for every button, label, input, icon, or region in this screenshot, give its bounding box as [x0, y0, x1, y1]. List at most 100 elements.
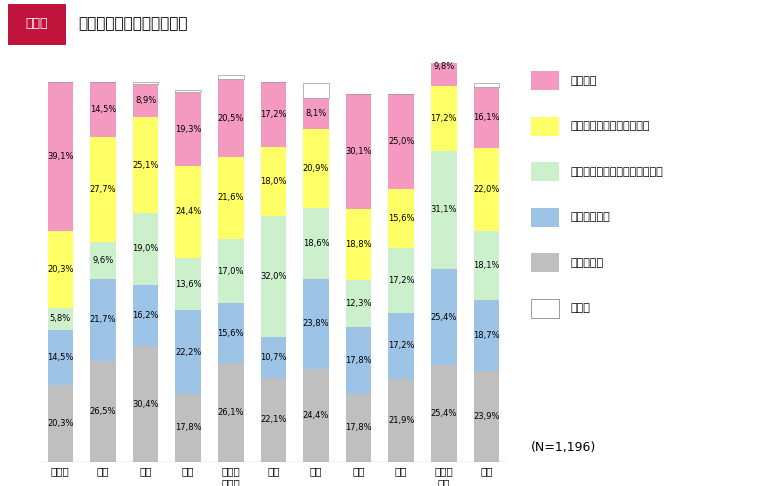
- Bar: [133, 118, 159, 213]
- FancyBboxPatch shape: [8, 4, 66, 45]
- Bar: [133, 213, 159, 285]
- Bar: [303, 208, 329, 279]
- Text: 23,9%: 23,9%: [473, 412, 500, 421]
- Text: 17,2%: 17,2%: [430, 114, 457, 122]
- Text: 39,1%: 39,1%: [47, 152, 73, 161]
- Bar: [431, 45, 457, 49]
- Bar: [346, 394, 371, 462]
- Bar: [218, 239, 244, 303]
- Text: 21,6%: 21,6%: [217, 193, 244, 202]
- Bar: [431, 365, 457, 462]
- Text: そう思わない: そう思わない: [571, 212, 611, 222]
- Bar: [303, 129, 329, 208]
- FancyBboxPatch shape: [531, 117, 559, 136]
- Bar: [218, 157, 244, 239]
- Bar: [133, 347, 159, 462]
- Text: 27,7%: 27,7%: [90, 185, 116, 194]
- Text: 22,0%: 22,0%: [473, 185, 500, 194]
- Bar: [176, 90, 201, 92]
- FancyBboxPatch shape: [531, 298, 559, 318]
- Text: 18,1%: 18,1%: [473, 261, 500, 270]
- Bar: [176, 92, 201, 166]
- Text: 25,4%: 25,4%: [430, 409, 457, 418]
- Text: 22,2%: 22,2%: [175, 347, 201, 357]
- Bar: [388, 313, 414, 379]
- Text: 18,6%: 18,6%: [303, 239, 330, 248]
- Text: 14,5%: 14,5%: [47, 353, 73, 362]
- Text: 24,4%: 24,4%: [303, 411, 329, 420]
- Text: 17,2%: 17,2%: [260, 110, 287, 119]
- Bar: [218, 75, 244, 79]
- FancyBboxPatch shape: [531, 208, 559, 227]
- Bar: [176, 258, 201, 310]
- Bar: [346, 208, 371, 280]
- Bar: [218, 79, 244, 157]
- Bar: [388, 189, 414, 248]
- Bar: [431, 269, 457, 365]
- Text: どちらかといえばそう思う: どちらかといえばそう思う: [571, 121, 651, 131]
- Bar: [346, 94, 371, 208]
- Text: 15,6%: 15,6%: [217, 329, 244, 338]
- Text: そう思う: そう思う: [571, 76, 597, 86]
- Text: 20,3%: 20,3%: [47, 264, 73, 274]
- Text: 26,1%: 26,1%: [217, 408, 244, 417]
- Bar: [176, 310, 201, 394]
- Text: 22,1%: 22,1%: [260, 415, 287, 424]
- Bar: [303, 369, 329, 462]
- Bar: [218, 363, 244, 462]
- Text: 21,9%: 21,9%: [388, 416, 415, 425]
- Text: 25,4%: 25,4%: [430, 312, 457, 322]
- Text: 14,5%: 14,5%: [90, 105, 116, 114]
- Bar: [346, 280, 371, 327]
- Text: 21,7%: 21,7%: [90, 315, 116, 325]
- Text: (N=1,196): (N=1,196): [531, 441, 597, 454]
- Text: 9,6%: 9,6%: [92, 256, 113, 265]
- Text: 23,8%: 23,8%: [303, 319, 330, 329]
- Text: 17,8%: 17,8%: [345, 356, 372, 365]
- Bar: [176, 166, 201, 258]
- Text: 9,8%: 9,8%: [433, 63, 455, 71]
- Text: 15,6%: 15,6%: [388, 214, 415, 223]
- Bar: [133, 84, 159, 118]
- Text: 19,3%: 19,3%: [175, 124, 201, 134]
- Text: 16,1%: 16,1%: [473, 113, 500, 122]
- Bar: [473, 87, 499, 148]
- Text: 30,1%: 30,1%: [345, 147, 372, 156]
- Bar: [90, 279, 116, 361]
- Text: 12,3%: 12,3%: [345, 299, 372, 308]
- FancyBboxPatch shape: [531, 253, 559, 272]
- Text: 5,8%: 5,8%: [50, 314, 71, 323]
- Bar: [303, 98, 329, 129]
- Bar: [303, 279, 329, 369]
- Text: どちらかといえばそう思わない: どちらかといえばそう思わない: [571, 167, 664, 176]
- Bar: [90, 243, 116, 279]
- Bar: [473, 300, 499, 371]
- Text: 31,1%: 31,1%: [430, 206, 457, 214]
- FancyBboxPatch shape: [531, 71, 559, 90]
- Text: 地域防災力についての認識: 地域防災力についての認識: [78, 16, 187, 31]
- Bar: [261, 337, 286, 378]
- Bar: [431, 86, 457, 151]
- Text: 18,7%: 18,7%: [473, 331, 500, 340]
- Text: 20,9%: 20,9%: [303, 164, 329, 173]
- Bar: [473, 371, 499, 462]
- Bar: [176, 394, 201, 462]
- Bar: [473, 83, 499, 87]
- Text: 17,0%: 17,0%: [217, 267, 244, 276]
- Bar: [431, 151, 457, 269]
- Bar: [48, 384, 73, 462]
- Bar: [261, 378, 286, 462]
- Text: 16,2%: 16,2%: [132, 311, 159, 320]
- Text: 17,2%: 17,2%: [388, 276, 415, 285]
- Bar: [48, 82, 73, 230]
- Bar: [261, 147, 286, 216]
- Text: 24,4%: 24,4%: [175, 208, 201, 216]
- Bar: [218, 303, 244, 363]
- Bar: [133, 285, 159, 347]
- Bar: [48, 308, 73, 330]
- Text: 無回答: 無回答: [571, 303, 590, 313]
- Bar: [431, 49, 457, 86]
- Bar: [473, 231, 499, 300]
- Bar: [303, 83, 329, 98]
- Text: 25,1%: 25,1%: [132, 160, 159, 170]
